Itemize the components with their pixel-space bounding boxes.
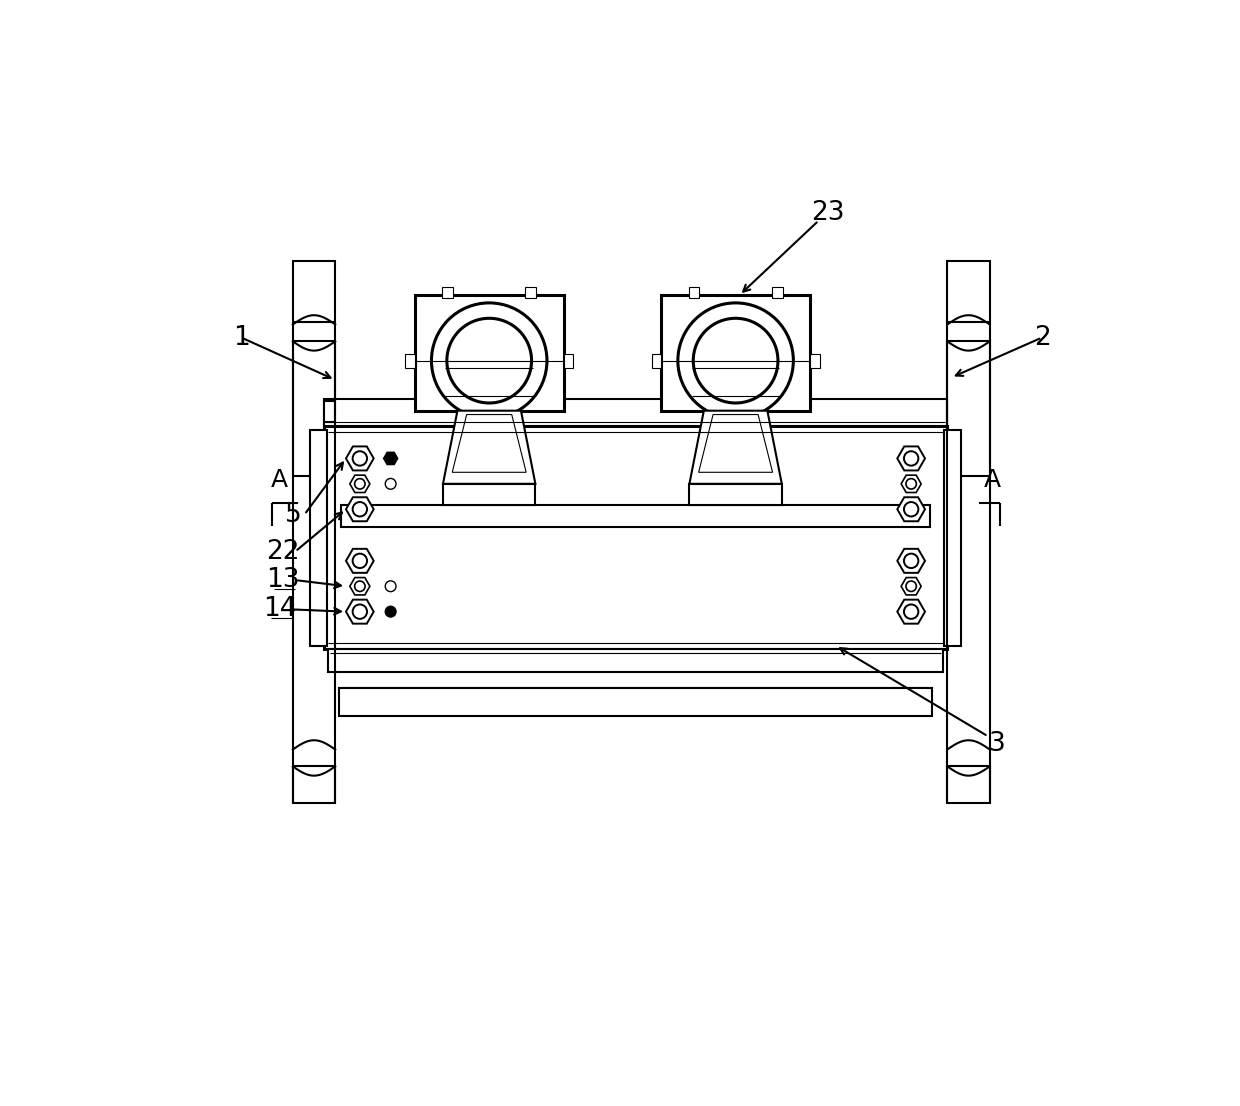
Circle shape bbox=[693, 319, 777, 403]
Bar bbox=[556, 697, 585, 712]
Polygon shape bbox=[346, 549, 373, 573]
Bar bbox=[443, 483, 536, 505]
Bar bbox=[405, 354, 414, 367]
Bar bbox=[526, 288, 536, 299]
Circle shape bbox=[678, 303, 794, 418]
Text: 1: 1 bbox=[233, 324, 249, 351]
Polygon shape bbox=[901, 577, 921, 595]
Bar bbox=[361, 697, 391, 712]
Bar bbox=[947, 342, 990, 477]
Bar bbox=[414, 295, 564, 410]
Polygon shape bbox=[346, 599, 373, 624]
Bar bbox=[425, 697, 455, 712]
Bar bbox=[443, 288, 453, 299]
Bar bbox=[686, 697, 715, 712]
Polygon shape bbox=[898, 599, 925, 624]
Bar bbox=[293, 342, 335, 477]
Bar bbox=[945, 430, 961, 646]
Bar bbox=[443, 365, 536, 399]
Bar bbox=[652, 354, 661, 367]
Circle shape bbox=[446, 319, 532, 403]
Text: 2: 2 bbox=[1034, 324, 1050, 351]
Bar bbox=[810, 354, 820, 367]
Polygon shape bbox=[383, 452, 398, 465]
Polygon shape bbox=[898, 549, 925, 573]
Bar bbox=[816, 697, 846, 712]
Polygon shape bbox=[689, 410, 781, 483]
Polygon shape bbox=[350, 476, 370, 492]
Text: 22: 22 bbox=[267, 539, 300, 564]
Bar bbox=[751, 697, 780, 712]
Text: 23: 23 bbox=[811, 200, 844, 226]
Text: 5: 5 bbox=[284, 502, 301, 528]
Polygon shape bbox=[898, 498, 925, 521]
Bar bbox=[947, 766, 990, 803]
Polygon shape bbox=[443, 410, 536, 483]
Polygon shape bbox=[898, 447, 925, 470]
Bar bbox=[293, 261, 335, 322]
Bar bbox=[880, 697, 910, 712]
Polygon shape bbox=[346, 447, 373, 470]
Bar bbox=[689, 365, 781, 399]
Polygon shape bbox=[350, 577, 370, 595]
Circle shape bbox=[386, 581, 396, 592]
Bar bbox=[293, 766, 335, 803]
Bar bbox=[688, 288, 699, 299]
Bar bbox=[324, 399, 947, 426]
Text: 14: 14 bbox=[263, 596, 296, 623]
Bar bbox=[771, 288, 782, 299]
Circle shape bbox=[386, 606, 396, 617]
Circle shape bbox=[432, 303, 547, 418]
Bar bbox=[324, 426, 947, 649]
Bar bbox=[310, 430, 326, 646]
Bar bbox=[491, 697, 520, 712]
Polygon shape bbox=[346, 498, 373, 521]
Bar bbox=[564, 354, 573, 367]
Bar bbox=[324, 401, 335, 422]
Bar bbox=[327, 649, 944, 672]
Bar bbox=[689, 483, 781, 505]
Polygon shape bbox=[698, 415, 773, 472]
Text: 13: 13 bbox=[267, 567, 300, 593]
Bar bbox=[621, 697, 650, 712]
Bar bbox=[343, 688, 928, 697]
Text: 3: 3 bbox=[990, 731, 1006, 758]
Bar bbox=[661, 295, 810, 410]
Bar bbox=[339, 688, 932, 717]
Text: A: A bbox=[272, 468, 289, 492]
Polygon shape bbox=[453, 415, 526, 472]
Polygon shape bbox=[901, 476, 921, 492]
Text: A: A bbox=[985, 468, 1002, 492]
Circle shape bbox=[386, 479, 396, 489]
Bar bbox=[341, 505, 930, 526]
Bar bbox=[947, 261, 990, 322]
